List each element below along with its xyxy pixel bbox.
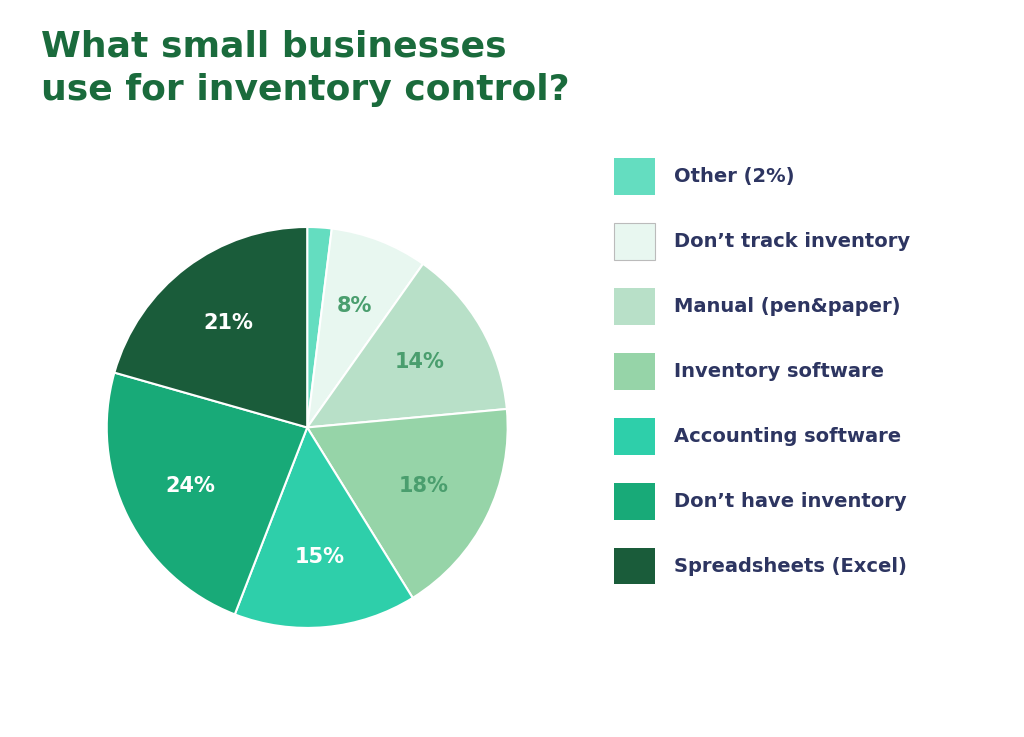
Text: Other (2%): Other (2%): [674, 167, 795, 186]
Text: Inventory software: Inventory software: [674, 362, 884, 381]
Text: Manual (pen&paper): Manual (pen&paper): [674, 297, 900, 316]
Text: 18%: 18%: [399, 475, 449, 495]
Text: 15%: 15%: [294, 547, 344, 567]
Text: 8%: 8%: [337, 296, 372, 316]
Wedge shape: [307, 227, 332, 427]
Text: 14%: 14%: [395, 352, 445, 372]
Wedge shape: [115, 227, 307, 427]
Text: 24%: 24%: [166, 475, 215, 495]
Text: Accounting software: Accounting software: [674, 427, 901, 446]
Text: 21%: 21%: [204, 313, 254, 333]
Text: What small businesses
use for inventory control?: What small businesses use for inventory …: [41, 29, 569, 107]
Text: Spreadsheets (Excel): Spreadsheets (Excel): [674, 556, 906, 576]
Wedge shape: [307, 264, 507, 427]
Wedge shape: [234, 427, 413, 628]
Text: Don’t track inventory: Don’t track inventory: [674, 232, 910, 251]
Wedge shape: [307, 409, 508, 598]
Wedge shape: [307, 228, 423, 427]
Wedge shape: [106, 373, 307, 615]
Text: Don’t have inventory: Don’t have inventory: [674, 492, 906, 511]
